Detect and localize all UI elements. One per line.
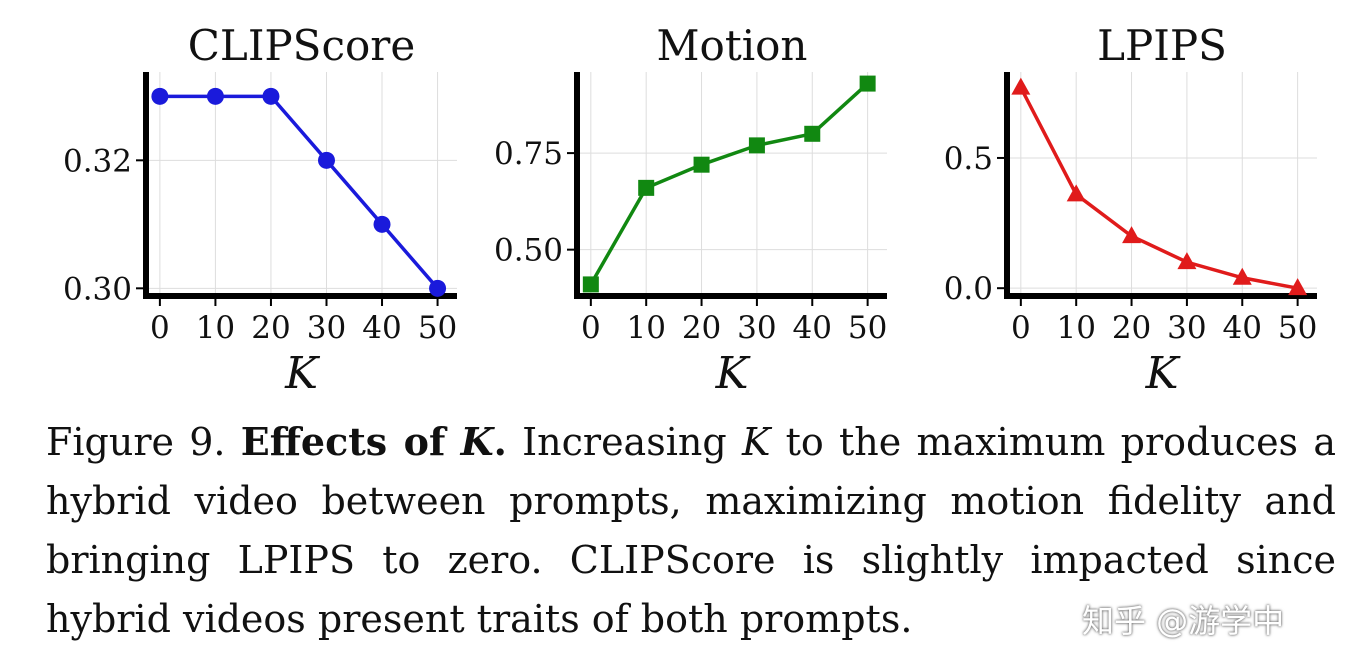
data-point <box>1288 278 1308 296</box>
y-tick-label: 0.5 <box>944 141 993 177</box>
caption-period: . <box>493 419 507 464</box>
x-tick-label: 40 <box>793 310 832 346</box>
y-tick-label: 0.50 <box>494 233 563 269</box>
x-tick-label: 0 <box>581 310 601 346</box>
data-point <box>206 87 224 105</box>
y-tick-label: 0.75 <box>494 136 563 172</box>
charts-figure: CLIPScore 0 10 20 30 40 50 0.30 0.32 K Motion 0 10 20… <box>63 21 1318 399</box>
caption-label: Figure 9. <box>46 420 226 464</box>
series-line <box>1019 86 1298 290</box>
x-tick-label: 50 <box>848 310 887 346</box>
data-point <box>151 87 169 105</box>
series-line <box>159 94 439 290</box>
data-point <box>373 215 391 233</box>
y-tick-label: 0.30 <box>63 271 132 307</box>
y-tick-label: 0.0 <box>944 271 993 307</box>
chart-title: LPIPS <box>1097 21 1227 70</box>
data-point <box>429 279 447 297</box>
chart-panel-3: LPIPS 0 10 20 30 40 50 0.0 0.5 K <box>944 21 1318 399</box>
figure-caption: Figure 9. Effects of K. Increasing K to … <box>46 412 1336 649</box>
data-point <box>582 276 599 293</box>
data-point <box>748 137 765 154</box>
chart-title: Motion <box>657 21 808 70</box>
series-line <box>589 82 869 286</box>
x-tick-label: 0 <box>1011 310 1031 346</box>
x-tick-label: 30 <box>307 310 346 346</box>
x-tick-label: 20 <box>682 310 721 346</box>
caption-bold-var: K <box>460 419 494 464</box>
data-point <box>859 75 876 92</box>
x-tick-label: 40 <box>1223 310 1262 346</box>
x-tick-label: 10 <box>196 310 235 346</box>
chart-panel-2: Motion 0 10 20 30 40 50 0.50 0.75 K <box>494 21 887 399</box>
x-axis-label: K <box>1145 348 1181 399</box>
x-tick-label: 30 <box>737 310 776 346</box>
data-point <box>317 151 335 169</box>
caption-bold-prefix: Effects of <box>240 419 446 464</box>
x-tick-label: 50 <box>418 310 457 346</box>
x-tick-label: 50 <box>1278 310 1317 346</box>
data-point <box>1177 252 1197 270</box>
chart-panel-1: CLIPScore 0 10 20 30 40 50 0.30 0.32 K <box>63 21 457 399</box>
x-axis-label: K <box>715 348 751 399</box>
caption-var: K <box>741 420 771 464</box>
x-tick-label: 0 <box>150 310 170 346</box>
y-tick-label: 0.32 <box>63 143 132 179</box>
data-point <box>262 87 280 105</box>
x-tick-label: 40 <box>362 310 401 346</box>
caption-text-before-var: Increasing <box>522 420 727 464</box>
x-tick-label: 10 <box>1056 310 1095 346</box>
data-point <box>638 179 655 196</box>
data-point <box>804 125 821 142</box>
x-axis-label: K <box>284 348 320 399</box>
x-tick-label: 20 <box>251 310 290 346</box>
x-tick-label: 10 <box>626 310 665 346</box>
x-tick-label: 20 <box>1112 310 1151 346</box>
x-tick-label: 30 <box>1167 310 1206 346</box>
chart-title: CLIPScore <box>188 21 415 70</box>
watermark: 知乎 @游学中 <box>1082 602 1285 640</box>
data-point <box>1066 184 1086 202</box>
data-point <box>1122 226 1142 244</box>
data-point <box>1011 77 1031 95</box>
data-point <box>693 156 710 173</box>
caption-text-after-var: to the maximum produces a hybrid video b… <box>46 420 1336 641</box>
data-point <box>1232 267 1252 285</box>
